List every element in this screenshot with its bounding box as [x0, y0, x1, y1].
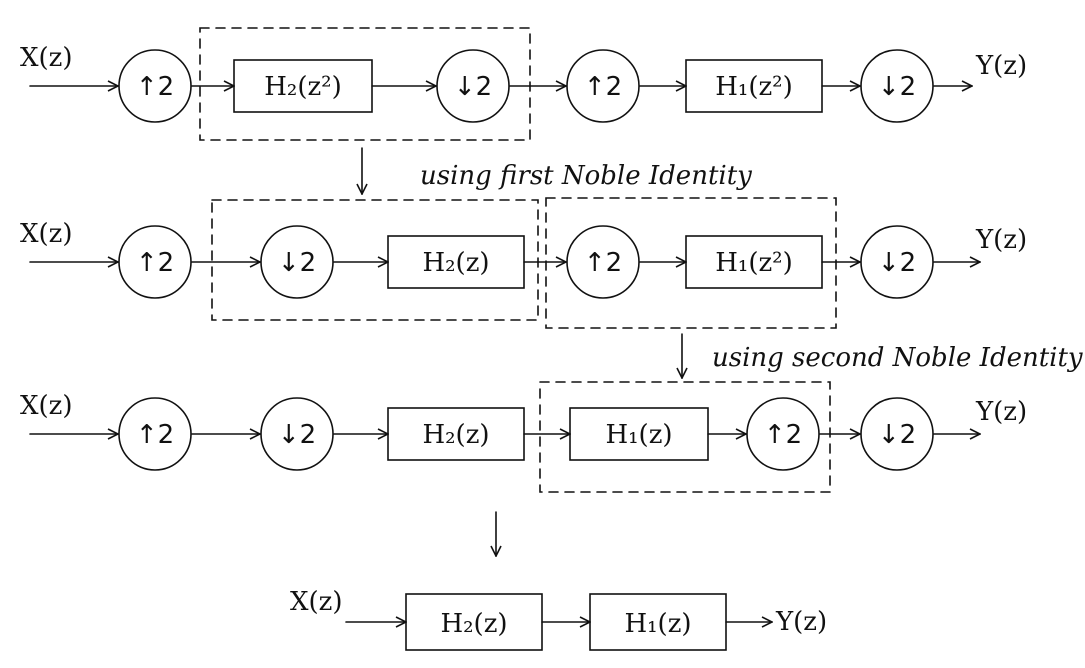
downsampler-label: ↓2 — [454, 72, 492, 102]
upsampler-circle — [746, 397, 820, 471]
downsampler-circle — [860, 397, 934, 471]
filter-label: H₂(z) — [440, 609, 507, 639]
step-note-2: using second Noble Identity — [712, 343, 1083, 373]
filter-box — [387, 235, 525, 289]
identity-dashed-group — [545, 197, 837, 329]
output-label: Y(z) — [975, 51, 1027, 81]
upsampler-label: ↑2 — [584, 72, 622, 102]
downsampler-circle — [260, 397, 334, 471]
upsampler-circle — [118, 49, 192, 123]
row-4 — [345, 593, 772, 651]
filter-box — [685, 59, 823, 113]
upsampler-circle — [566, 49, 640, 123]
filter-box — [589, 593, 727, 651]
identity-dashed-group — [211, 199, 539, 321]
row-2 — [29, 197, 980, 329]
filter-label: H₁(z²) — [715, 248, 793, 278]
upsampler-label: ↑2 — [136, 248, 174, 278]
downsampler-circle — [436, 49, 510, 123]
row-1 — [29, 27, 972, 141]
upsampler-circle — [566, 225, 640, 299]
upsampler-label: ↑2 — [136, 420, 174, 450]
filter-box — [405, 593, 543, 651]
identity-dashed-group — [199, 27, 531, 141]
upsampler-circle — [118, 225, 192, 299]
filter-label: H₁(z²) — [715, 72, 793, 102]
filter-box — [233, 59, 373, 113]
filter-label: H₁(z) — [624, 609, 691, 639]
filter-box — [685, 235, 823, 289]
input-label: X(z) — [20, 219, 73, 249]
downsampler-label: ↓2 — [278, 420, 316, 450]
filter-label: H₂(z) — [422, 420, 489, 450]
filter-label: H₂(z) — [422, 248, 489, 278]
downsampler-label: ↓2 — [278, 248, 316, 278]
input-label: X(z) — [290, 587, 343, 617]
filter-label: H₁(z) — [605, 420, 672, 450]
input-label: X(z) — [20, 43, 73, 73]
output-label: Y(z) — [975, 397, 1027, 427]
step-note-1: using first Noble Identity — [420, 161, 752, 191]
downsampler-circle — [860, 225, 934, 299]
identity-dashed-group — [539, 381, 831, 493]
downsampler-label: ↓2 — [878, 248, 916, 278]
downsampler-label: ↓2 — [878, 72, 916, 102]
output-label: Y(z) — [775, 607, 827, 637]
upsampler-circle — [118, 397, 192, 471]
downsampler-circle — [260, 225, 334, 299]
filter-box — [387, 407, 525, 461]
input-label: X(z) — [20, 391, 73, 421]
upsampler-label: ↑2 — [584, 248, 622, 278]
filter-label: H₂(z²) — [264, 72, 342, 102]
upsampler-label: ↑2 — [764, 420, 802, 450]
output-label: Y(z) — [975, 225, 1027, 255]
downsampler-label: ↓2 — [878, 420, 916, 450]
upsampler-label: ↑2 — [136, 72, 174, 102]
downsampler-circle — [860, 49, 934, 123]
filter-box — [569, 407, 709, 461]
row-3 — [29, 381, 980, 493]
